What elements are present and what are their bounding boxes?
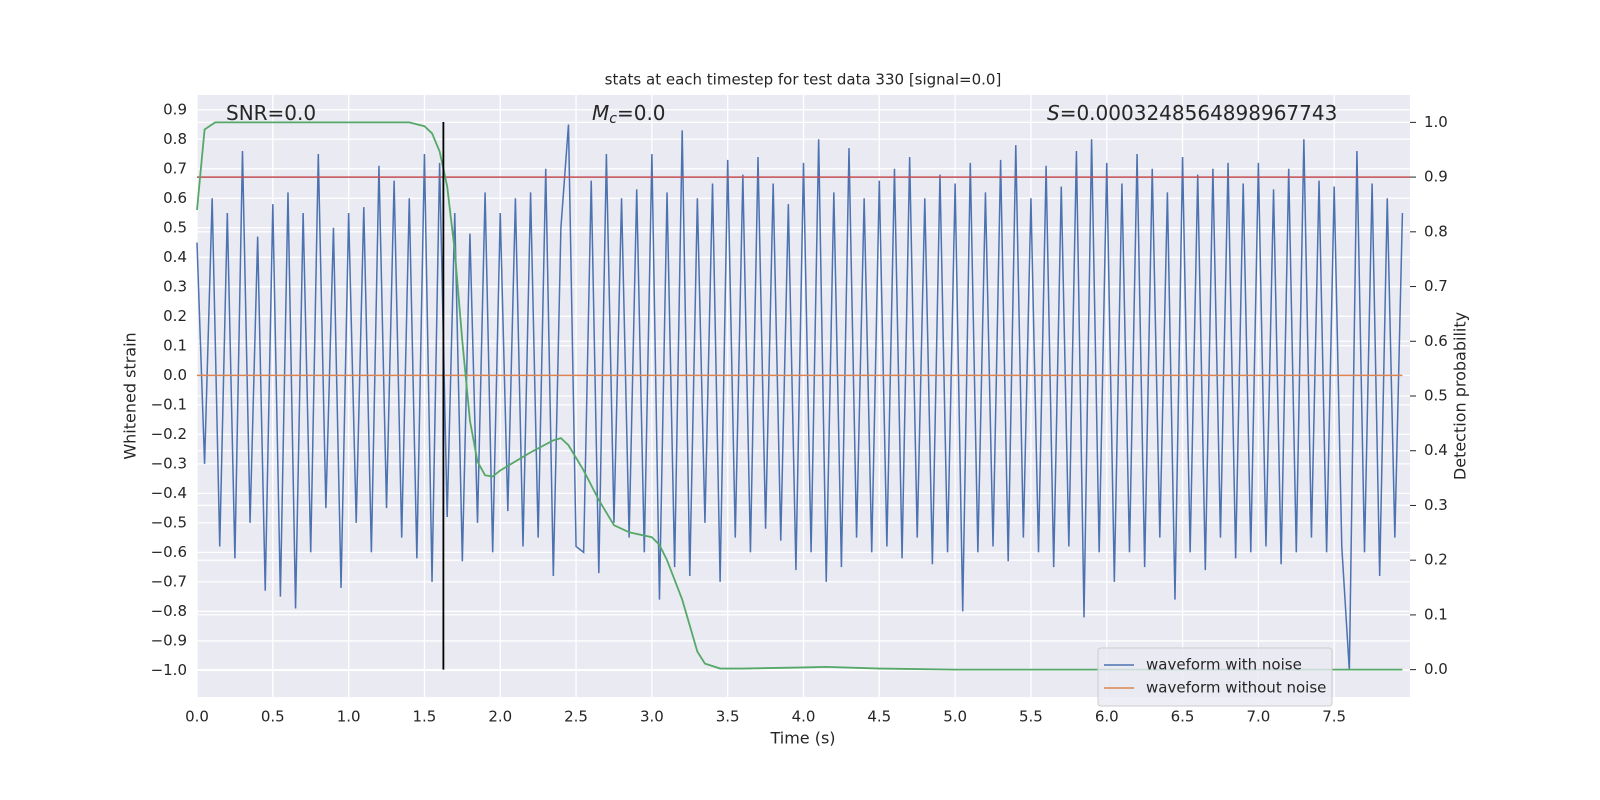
annotation-symbol: M <box>592 101 609 125</box>
y-tick-label: −0.2 <box>151 425 187 443</box>
x-tick-label: 3.5 <box>716 708 740 726</box>
y-tick-label: 0.9 <box>163 100 187 118</box>
annotation-text: SNR=0.0 <box>226 101 316 125</box>
annotation: SNR=0.0 <box>226 101 316 125</box>
x-tick-label: 4.5 <box>867 708 891 726</box>
labels: 0.0 0.5 1.0 1.5 2.0 2.5 3.0 3.5 4.0 4.5 5.0 5.5 6.0 6… <box>151 100 1448 725</box>
y2-tick-label: 1.0 <box>1424 113 1448 131</box>
x-tick-label: 7.5 <box>1322 708 1346 726</box>
series-line <box>196 124 1404 671</box>
y-axis-label: Whitened strain <box>121 332 140 459</box>
annotation-symbol: S <box>1047 101 1060 125</box>
marks <box>196 121 1410 671</box>
y-tick-label: 0.4 <box>163 248 187 266</box>
y2-tick-label: 0.0 <box>1424 660 1448 678</box>
y2-tick-label: 0.5 <box>1424 387 1448 405</box>
y-tick-label: 0.0 <box>163 366 187 384</box>
y-tick-label: 0.6 <box>163 189 187 207</box>
y-tick-label: 0.7 <box>163 159 187 177</box>
y-tick-label: 0.5 <box>163 218 187 236</box>
y-tick-label: −1.0 <box>151 661 187 679</box>
y-tick-label: 0.8 <box>163 130 187 148</box>
y2-tick-label: 0.9 <box>1424 168 1448 186</box>
y-tick-label: −0.4 <box>151 484 187 502</box>
x-tick-label: 5.0 <box>943 708 967 726</box>
y2-tick-label: 0.1 <box>1424 605 1448 623</box>
y2-tick-label: 0.7 <box>1424 277 1448 295</box>
y-tick-label: 0.3 <box>163 277 187 295</box>
legend-label: waveform with noise <box>1146 656 1302 674</box>
y-tick-label: −0.5 <box>151 513 187 531</box>
annotation: Mc=0.0 <box>592 101 666 128</box>
annotation: S=0.0003248564898967743 <box>1047 101 1337 125</box>
x-tick-label: 3.0 <box>640 708 664 726</box>
x-tick-label: 2.0 <box>488 708 512 726</box>
y-tick-label: −0.8 <box>151 602 187 620</box>
x-tick-label: 2.5 <box>564 708 588 726</box>
y-tick-label: 0.1 <box>163 336 187 354</box>
legend-label: waveform without noise <box>1146 679 1326 697</box>
y-tick-label: −0.9 <box>151 631 187 649</box>
y-tick-label: −0.1 <box>151 395 187 413</box>
x-tick-label: 1.0 <box>337 708 361 726</box>
x-tick-label: 6.0 <box>1095 708 1119 726</box>
y2-axis-label: Detection probability <box>1451 312 1470 480</box>
y-tick-label: −0.3 <box>151 454 187 472</box>
y2-tick-label: 0.3 <box>1424 496 1448 514</box>
y2-tick-label: 0.2 <box>1424 551 1448 569</box>
x-tick-label: 5.5 <box>1019 708 1043 726</box>
y2-tick-label: 0.6 <box>1424 332 1448 350</box>
probability-line <box>196 121 1403 671</box>
chart-title: stats at each timestep for test data 330… <box>605 71 1002 89</box>
x-tick-label: 6.5 <box>1171 708 1195 726</box>
x-tick-label: 0.0 <box>185 708 209 726</box>
y-tick-label: −0.6 <box>151 543 187 561</box>
x-tick-label: 1.5 <box>413 708 437 726</box>
annotation-subscript: c <box>609 111 617 127</box>
annotation-text: =0.0 <box>617 101 666 125</box>
x-tick-label: 0.5 <box>261 708 285 726</box>
y2-tick-label: 0.4 <box>1424 441 1448 459</box>
annotation-text: =0.0003248564898967743 <box>1060 101 1338 125</box>
y-tick-label: −0.7 <box>151 572 187 590</box>
x-tick-label: 4.0 <box>792 708 816 726</box>
y-tick-label: 0.2 <box>163 307 187 325</box>
x-tick-label: 7.0 <box>1246 708 1270 726</box>
legend-box <box>1097 647 1333 707</box>
x-axis-label: Time (s) <box>769 729 835 748</box>
y2-tick-label: 0.8 <box>1424 222 1448 240</box>
